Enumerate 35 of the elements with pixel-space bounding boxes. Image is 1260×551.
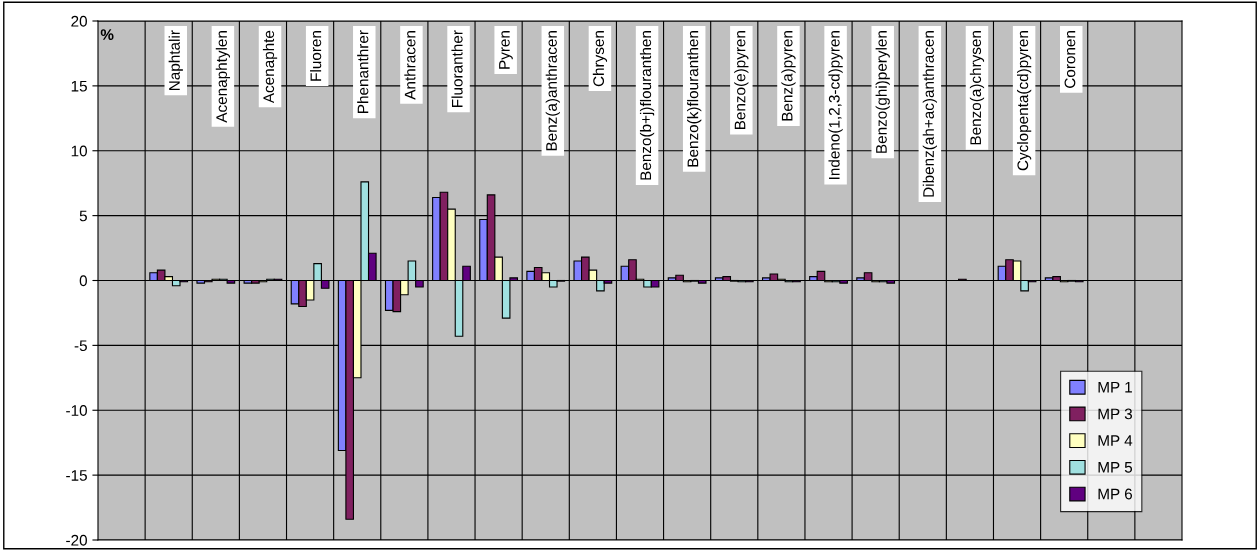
x-tick-label: Cyclopenta(cd)pyren bbox=[1016, 31, 1032, 171]
x-tick-label: Benz(a)anthracen bbox=[545, 31, 560, 151]
x-tick-label: Acenaphte bbox=[262, 30, 278, 104]
y-axis-title: % bbox=[100, 29, 114, 40]
y-tick-label: 15 bbox=[71, 80, 87, 92]
x-tick-label: Benz(a)pyren bbox=[781, 31, 796, 121]
legend-label: MP 4 bbox=[1098, 435, 1133, 446]
y-tick-label: -10 bbox=[66, 405, 87, 416]
x-tick-label: Phenanthrer bbox=[357, 30, 369, 113]
x-tick-label: Fluoren bbox=[310, 31, 322, 81]
y-tick-label: 20 bbox=[71, 15, 87, 27]
x-tick-label: Benzo(e)pyren bbox=[734, 31, 749, 130]
legend-label: MP 6 bbox=[1098, 488, 1132, 500]
x-tick-label: Anthracen bbox=[404, 31, 416, 100]
x-tick-label: Benzo(ghi)perylen bbox=[875, 31, 890, 153]
x-tick-label: Acenaphtylen bbox=[215, 31, 231, 123]
x-tick-label: Coronen bbox=[1064, 31, 1076, 88]
y-tick-label: 0 bbox=[79, 275, 87, 287]
x-tick-label: Benzo(a)chrysen bbox=[969, 31, 985, 145]
y-tick-label: -20 bbox=[66, 534, 87, 546]
x-tick-label: Naphtalir bbox=[168, 30, 183, 90]
x-tick-label: Dibenz(ah+ac)anthracen bbox=[922, 31, 937, 197]
y-tick-label: 5 bbox=[79, 210, 87, 222]
x-tick-label: Chrysen bbox=[592, 31, 608, 87]
y-tick-label: -5 bbox=[74, 340, 87, 352]
x-tick-label: Fluoranther bbox=[451, 30, 463, 107]
legend-label: MP 3 bbox=[1098, 408, 1132, 420]
x-tick-label: Benzo(k)flouranthen bbox=[687, 31, 702, 167]
legend-label: MP 5 bbox=[1098, 462, 1133, 473]
x-tick-label: Pyren bbox=[499, 31, 513, 69]
x-tick-label: Indeno(1,2,3-cd)pyren bbox=[828, 31, 843, 179]
legend-label: MP 1 bbox=[1098, 381, 1132, 393]
x-tick-label: Benzo(b+j)flouranthen bbox=[639, 31, 655, 180]
y-tick-label: -15 bbox=[66, 470, 87, 481]
y-tick-label: 10 bbox=[71, 145, 87, 157]
